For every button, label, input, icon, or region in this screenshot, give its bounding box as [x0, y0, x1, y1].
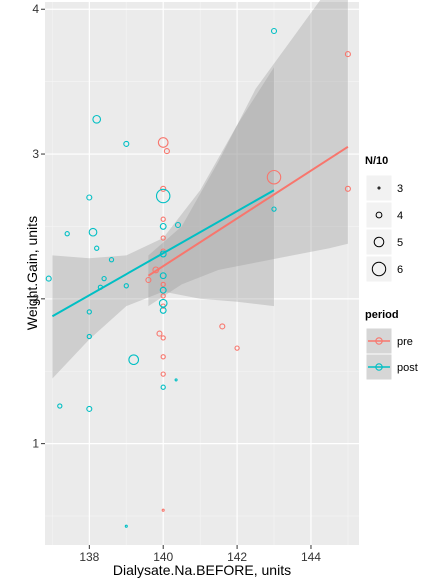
legend-size-key-3 [377, 186, 381, 190]
point-post [124, 524, 128, 528]
legend-size: N/10 3 4 5 6 [365, 155, 403, 283]
x-axis-title: Dialysate.Na.BEFORE, units [113, 562, 291, 578]
point-post [271, 206, 277, 212]
point-pre [344, 51, 351, 58]
legend-size-key-5 [373, 236, 385, 248]
point-pre [161, 508, 165, 512]
point-pre [160, 281, 166, 288]
point-pre [163, 148, 170, 155]
point-post [101, 275, 107, 282]
point-pre [160, 235, 166, 241]
y-tick-label: 1 [32, 437, 39, 451]
point-pre [160, 371, 166, 377]
legend-size-key-4 [375, 211, 383, 219]
point-post [123, 283, 129, 289]
y-tick-label: 4 [32, 2, 39, 16]
point-post [108, 257, 115, 263]
point-pre [160, 335, 166, 341]
fit-line-pre [147, 145, 349, 277]
point-post [45, 275, 52, 282]
legend-color-label: pre [397, 336, 413, 348]
confidence-bands [52, 0, 348, 379]
point-pre [160, 216, 166, 222]
point-post [159, 272, 167, 280]
legend-size-label: 6 [397, 264, 403, 276]
x-tick-label: 138 [79, 550, 99, 564]
point-post [270, 27, 278, 35]
y-axis-title: Weight.Gain, units [24, 216, 40, 330]
point-pre [266, 169, 282, 185]
point-post [92, 114, 102, 124]
point-pre [160, 354, 166, 360]
x-axis: 138 140 142 144 [79, 545, 321, 564]
point-pre [145, 276, 152, 284]
point-post [174, 378, 178, 382]
point-post [159, 306, 167, 314]
point-post [159, 222, 167, 230]
x-tick-label: 140 [153, 550, 173, 564]
point-post [159, 286, 167, 294]
legend-color-point-post [375, 363, 383, 371]
point-post [86, 333, 92, 340]
point-post [160, 384, 166, 390]
point-post [86, 405, 93, 412]
ci-band-post [52, 67, 275, 379]
legend-size-key-6 [371, 261, 387, 277]
point-post [64, 231, 70, 237]
data-points [45, 27, 351, 528]
point-pre [344, 185, 351, 192]
point-post [128, 354, 140, 366]
legend-size-title: N/10 [365, 155, 388, 167]
legend-color: period pre post [365, 309, 418, 381]
point-post [57, 403, 63, 409]
fit-lines [51, 145, 349, 318]
legend-size-label: 4 [397, 210, 403, 222]
legend-size-label: 5 [397, 237, 403, 249]
legend-size-label: 3 [397, 183, 403, 195]
y-tick-label: 3 [32, 147, 39, 161]
y-axis: 1 2 3 4 [32, 2, 45, 451]
point-post [123, 140, 130, 147]
plot-panel [45, 2, 359, 545]
legend-color-label: post [397, 362, 418, 374]
ci-band-pre [148, 0, 348, 307]
legend-size-keys: 3 4 5 6 [365, 174, 403, 283]
point-post [174, 221, 182, 229]
point-post [88, 227, 98, 237]
point-pre [160, 185, 167, 192]
legend-size-key-bg [365, 228, 393, 256]
legend-color-title: period [365, 309, 399, 321]
fit-line-post [51, 189, 275, 318]
point-pre [219, 323, 226, 330]
x-tick-label: 144 [301, 550, 321, 564]
legend-size-key-bg [365, 201, 393, 229]
point-pre [156, 330, 163, 337]
y-tick-label: 2 [32, 292, 39, 306]
legend-color-keys: pre post [365, 327, 418, 381]
point-pre [160, 293, 166, 299]
point-post [94, 245, 100, 251]
major-grid [45, 2, 359, 545]
point-pre [234, 345, 240, 351]
legend-size-key-bg [365, 174, 393, 202]
legend-size-key-bg [365, 255, 393, 283]
point-post [86, 194, 93, 201]
point-post [86, 309, 92, 315]
point-post [155, 188, 171, 204]
x-tick-label: 142 [227, 550, 247, 564]
point-pre [157, 137, 169, 148]
legend-color-point-pre [375, 337, 383, 345]
